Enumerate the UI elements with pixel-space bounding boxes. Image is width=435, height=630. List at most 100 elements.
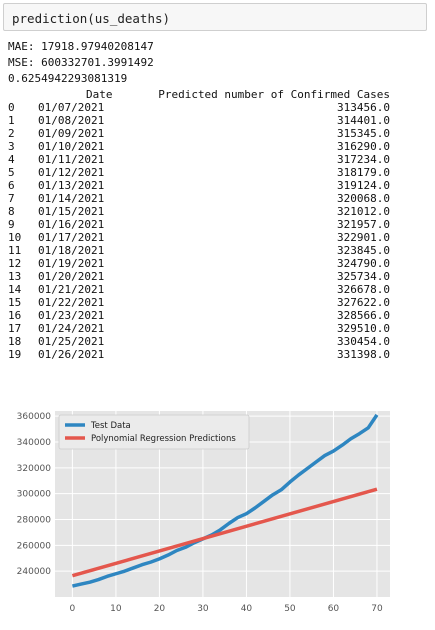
row-date: 01/08/2021 <box>38 114 105 127</box>
chart-container: 0 10 20 30 40 50 60 70 240000 260000 280000 300000 3… <box>0 405 435 626</box>
y-tick-label: 240000 <box>17 567 52 577</box>
table-row: 12 01/19/2021 324790.0 <box>8 257 418 270</box>
x-tick-label: 50 <box>284 604 296 614</box>
row-index: 5 <box>8 166 15 179</box>
table-row: 13 01/20/2021 325734.0 <box>8 270 418 283</box>
row-index: 10 <box>8 231 22 244</box>
y-tick-label: 300000 <box>17 490 52 500</box>
row-date: 01/09/2021 <box>38 127 105 140</box>
row-predicted: 321012.0 <box>337 205 390 218</box>
x-tick-label: 0 <box>70 604 76 614</box>
table-row: 8 01/15/2021 321012.0 <box>8 205 418 218</box>
y-tick-label: 280000 <box>17 516 52 526</box>
row-date: 01/26/2021 <box>38 348 105 361</box>
row-predicted: 331398.0 <box>337 348 390 361</box>
row-predicted: 317234.0 <box>337 153 390 166</box>
table-row: 5 01/12/2021 318179.0 <box>8 166 418 179</box>
row-index: 16 <box>8 309 22 322</box>
row-predicted: 314401.0 <box>337 114 390 127</box>
row-index: 14 <box>8 283 22 296</box>
row-predicted: 318179.0 <box>337 166 390 179</box>
table-row: 10 01/17/2021 322901.0 <box>8 231 418 244</box>
row-date: 01/14/2021 <box>38 192 105 205</box>
row-predicted: 319124.0 <box>337 179 390 192</box>
y-tick-label: 260000 <box>17 541 52 551</box>
row-predicted: 328566.0 <box>337 309 390 322</box>
row-date: 01/15/2021 <box>38 205 105 218</box>
row-predicted: 330454.0 <box>337 335 390 348</box>
score-text: 0.6254942293081319 <box>8 72 128 85</box>
table-row: 17 01/24/2021 329510.0 <box>8 322 418 335</box>
row-predicted: 323845.0 <box>337 244 390 257</box>
row-date: 01/25/2021 <box>38 335 105 348</box>
row-predicted: 322901.0 <box>337 231 390 244</box>
row-index: 3 <box>8 140 15 153</box>
x-tick-label: 30 <box>197 604 209 614</box>
row-date: 01/17/2021 <box>38 231 105 244</box>
row-date: 01/13/2021 <box>38 179 105 192</box>
legend-label: Polynomial Regression Predictions <box>91 434 236 444</box>
row-date: 01/19/2021 <box>38 257 105 270</box>
y-tick-label: 360000 <box>17 412 52 422</box>
row-index: 2 <box>8 127 15 140</box>
header-date: Date <box>86 88 113 101</box>
row-date: 01/24/2021 <box>38 322 105 335</box>
row-predicted: 315345.0 <box>337 127 390 140</box>
row-date: 01/20/2021 <box>38 270 105 283</box>
row-predicted: 316290.0 <box>337 140 390 153</box>
row-index: 7 <box>8 192 15 205</box>
table-row: 7 01/14/2021 320068.0 <box>8 192 418 205</box>
table-row: 4 01/11/2021 317234.0 <box>8 153 418 166</box>
row-date: 01/23/2021 <box>38 309 105 322</box>
table-row: 2 01/09/2021 315345.0 <box>8 127 418 140</box>
row-predicted: 324790.0 <box>337 257 390 270</box>
x-tick-label: 70 <box>371 604 383 614</box>
row-index: 8 <box>8 205 15 218</box>
header-predicted: Predicted number of Confirmed Cases <box>158 88 390 101</box>
table-row: 19 01/26/2021 331398.0 <box>8 348 418 361</box>
row-predicted: 329510.0 <box>337 322 390 335</box>
row-index: 17 <box>8 322 22 335</box>
code-cell-input[interactable]: prediction(us_deaths) <box>3 3 427 31</box>
line-chart: 0 10 20 30 40 50 60 70 240000 260000 280000 300000 3… <box>17 411 390 614</box>
legend-box <box>58 414 250 450</box>
row-date: 01/18/2021 <box>38 244 105 257</box>
row-index: 18 <box>8 335 22 348</box>
table-row: 3 01/10/2021 316290.0 <box>8 140 418 153</box>
row-predicted: 325734.0 <box>337 270 390 283</box>
table-row: 9 01/16/2021 321957.0 <box>8 218 418 231</box>
x-tick-label: 10 <box>110 604 122 614</box>
row-date: 01/12/2021 <box>38 166 105 179</box>
row-index: 9 <box>8 218 15 231</box>
mae-text: MAE: 17918.97940208147 <box>8 40 154 53</box>
row-date: 01/16/2021 <box>38 218 105 231</box>
row-date: 01/10/2021 <box>38 140 105 153</box>
row-index: 15 <box>8 296 22 309</box>
row-date: 01/11/2021 <box>38 153 105 166</box>
row-index: 4 <box>8 153 15 166</box>
legend-label: Test Data <box>90 421 131 431</box>
row-date: 01/07/2021 <box>38 101 105 114</box>
table-row: 16 01/23/2021 328566.0 <box>8 309 418 322</box>
series-test-data-line <box>72 413 379 588</box>
row-index: 6 <box>8 179 15 192</box>
x-tick-label: 60 <box>328 604 340 614</box>
row-predicted: 327622.0 <box>337 296 390 309</box>
table-row: 6 01/13/2021 319124.0 <box>8 179 418 192</box>
row-date: 01/21/2021 <box>38 283 105 296</box>
row-predicted: 321957.0 <box>337 218 390 231</box>
table-row: 11 01/18/2021 323845.0 <box>8 244 418 257</box>
row-predicted: 313456.0 <box>337 101 390 114</box>
row-index: 0 <box>8 101 15 114</box>
table-row: 0 01/07/2021 313456.0 <box>8 101 418 114</box>
x-tick-label: 20 <box>154 604 166 614</box>
row-index: 1 <box>8 114 15 127</box>
table-header: Date Predicted number of Confirmed Cases <box>8 88 418 101</box>
x-tick-label: 40 <box>241 604 253 614</box>
table-row: 18 01/25/2021 330454.0 <box>8 335 418 348</box>
row-index: 12 <box>8 257 22 270</box>
y-tick-label: 320000 <box>17 464 52 474</box>
table-row: 1 01/08/2021 314401.0 <box>8 114 418 127</box>
row-predicted: 320068.0 <box>337 192 390 205</box>
series-regression-line <box>71 487 378 578</box>
